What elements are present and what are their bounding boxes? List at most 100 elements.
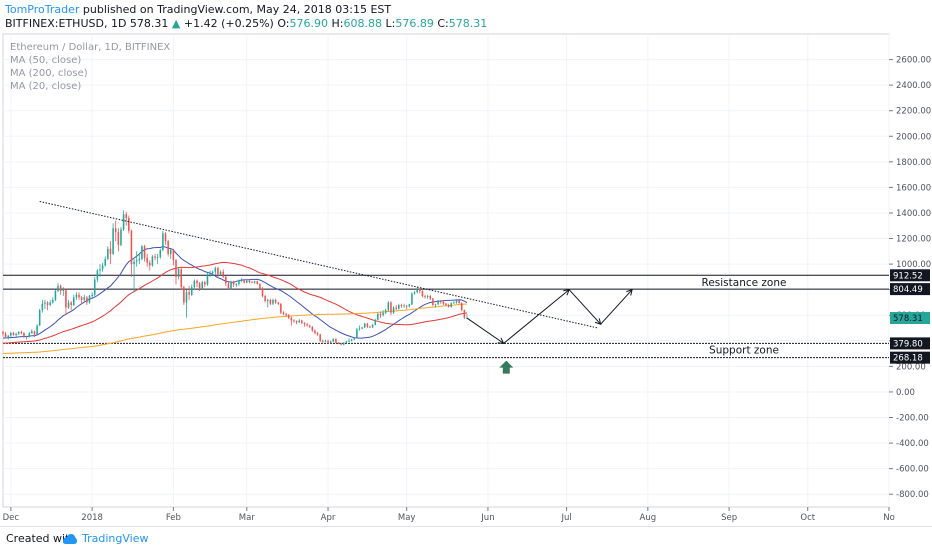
candle-body <box>293 320 295 322</box>
candle-body <box>190 287 193 295</box>
price-chart[interactable]: Resistance zone Support zone 2600.00 2400.… <box>0 32 932 524</box>
candle-body <box>49 302 51 306</box>
candle-body <box>217 267 219 275</box>
candle-body <box>295 320 298 323</box>
candle-body <box>180 269 183 288</box>
candle-body <box>287 315 290 318</box>
candle-body <box>382 312 384 316</box>
candle-body <box>235 283 238 285</box>
tradingview-brand[interactable]: TradingView <box>82 532 149 545</box>
candle-body <box>319 334 321 341</box>
candle-body <box>93 279 96 295</box>
candle-body <box>274 299 277 303</box>
candle-body <box>143 246 146 258</box>
candle-body <box>211 271 214 274</box>
candle-body <box>36 325 38 335</box>
candle-body <box>151 256 154 266</box>
candle-body <box>138 258 141 261</box>
candle-body <box>306 324 308 326</box>
candle-body <box>204 282 206 285</box>
chart-frame <box>2 33 890 508</box>
candle-body <box>104 258 107 266</box>
price-badge <box>890 351 930 364</box>
candle-body <box>322 340 324 342</box>
candle-body <box>395 307 397 309</box>
candle-body <box>421 290 424 297</box>
x-tick-label: Dec <box>3 513 20 523</box>
candle-body <box>298 320 300 323</box>
y-tick-label: 1200.00 <box>896 235 931 245</box>
ma20-line <box>3 245 468 339</box>
legend-title: Ethereum / Dollar, 1D, BITFINEX <box>10 42 170 53</box>
close-value: 578.31 <box>448 17 488 30</box>
x-tick-label: Apr <box>321 513 336 523</box>
candle-body <box>439 301 442 302</box>
x-tick-label: Aug <box>640 513 657 523</box>
y-tick-label: 2000.00 <box>896 132 931 142</box>
candle-body <box>57 285 59 291</box>
candle-body <box>133 261 135 265</box>
candle-body <box>450 303 453 307</box>
last-price: 578.31 <box>129 17 169 30</box>
candle-body <box>67 302 70 308</box>
price-badge <box>890 337 930 350</box>
candle-body <box>453 302 455 304</box>
candle-body <box>20 331 23 334</box>
candle-body <box>188 292 190 295</box>
candle-body <box>201 282 204 289</box>
candle-body <box>193 280 196 288</box>
author-link[interactable]: TomProTrader <box>5 3 80 16</box>
created-with-text: Created with <box>6 532 77 545</box>
legend-ma20: MA (20, close) <box>10 81 81 92</box>
candle-body <box>120 229 122 245</box>
candle-body <box>280 303 282 313</box>
candle-body <box>65 289 67 308</box>
candle-body <box>33 331 36 335</box>
candle-body <box>83 297 86 300</box>
candle-body <box>172 250 175 261</box>
low-value: 576.89 <box>395 17 434 30</box>
candle-body <box>327 340 329 343</box>
candle-body <box>353 337 356 340</box>
candle-body <box>198 283 201 289</box>
footer: Created with TradingView <box>0 526 932 551</box>
candle-body <box>400 305 403 307</box>
x-tick-label: Jun <box>480 513 494 523</box>
candle-body <box>253 281 256 283</box>
y-tick-label: 2200.00 <box>896 107 931 117</box>
candle-body <box>345 341 348 343</box>
legend: Ethereum / Dollar, 1D, BITFINEX MA (50, … <box>10 42 170 92</box>
candle-body <box>408 304 411 307</box>
candle-body <box>245 280 248 283</box>
candle-body <box>146 257 148 263</box>
time-axis[interactable]: Dec 2018 Feb Mar Apr May Jun Jul Aug Sep Oct No <box>3 507 895 523</box>
candle-body <box>135 260 138 262</box>
candle-body <box>227 283 230 289</box>
candle-body <box>434 304 437 306</box>
candle-body <box>303 322 306 325</box>
resistance-zone-label: Resistance zone <box>702 277 787 289</box>
projection-segment <box>503 289 570 344</box>
candle-body <box>125 214 127 219</box>
candle-body <box>99 269 101 271</box>
y-tick-label: 2600.00 <box>896 56 931 66</box>
candle-body <box>455 300 458 303</box>
y-tick-label: -800.00 <box>896 490 929 500</box>
candle-body <box>369 326 371 328</box>
price-axis[interactable]: 2600.00 2400.00 2200.00 2000.00 1800.00 1600.… <box>889 56 931 501</box>
candle-body <box>238 280 240 284</box>
candle-body <box>348 340 350 342</box>
candle-body <box>72 297 75 306</box>
candle-body <box>458 300 460 304</box>
candle-body <box>387 302 390 311</box>
candle-body <box>38 310 41 326</box>
candle-body <box>225 276 227 284</box>
candle-body <box>413 292 416 294</box>
candle-body <box>332 338 335 342</box>
candle-body <box>460 303 463 311</box>
candle-body <box>340 343 342 345</box>
drawings <box>39 200 633 374</box>
candle-body <box>337 342 340 344</box>
candle-body <box>54 290 57 300</box>
change-value: +1.42 (+0.25%) <box>183 17 274 30</box>
